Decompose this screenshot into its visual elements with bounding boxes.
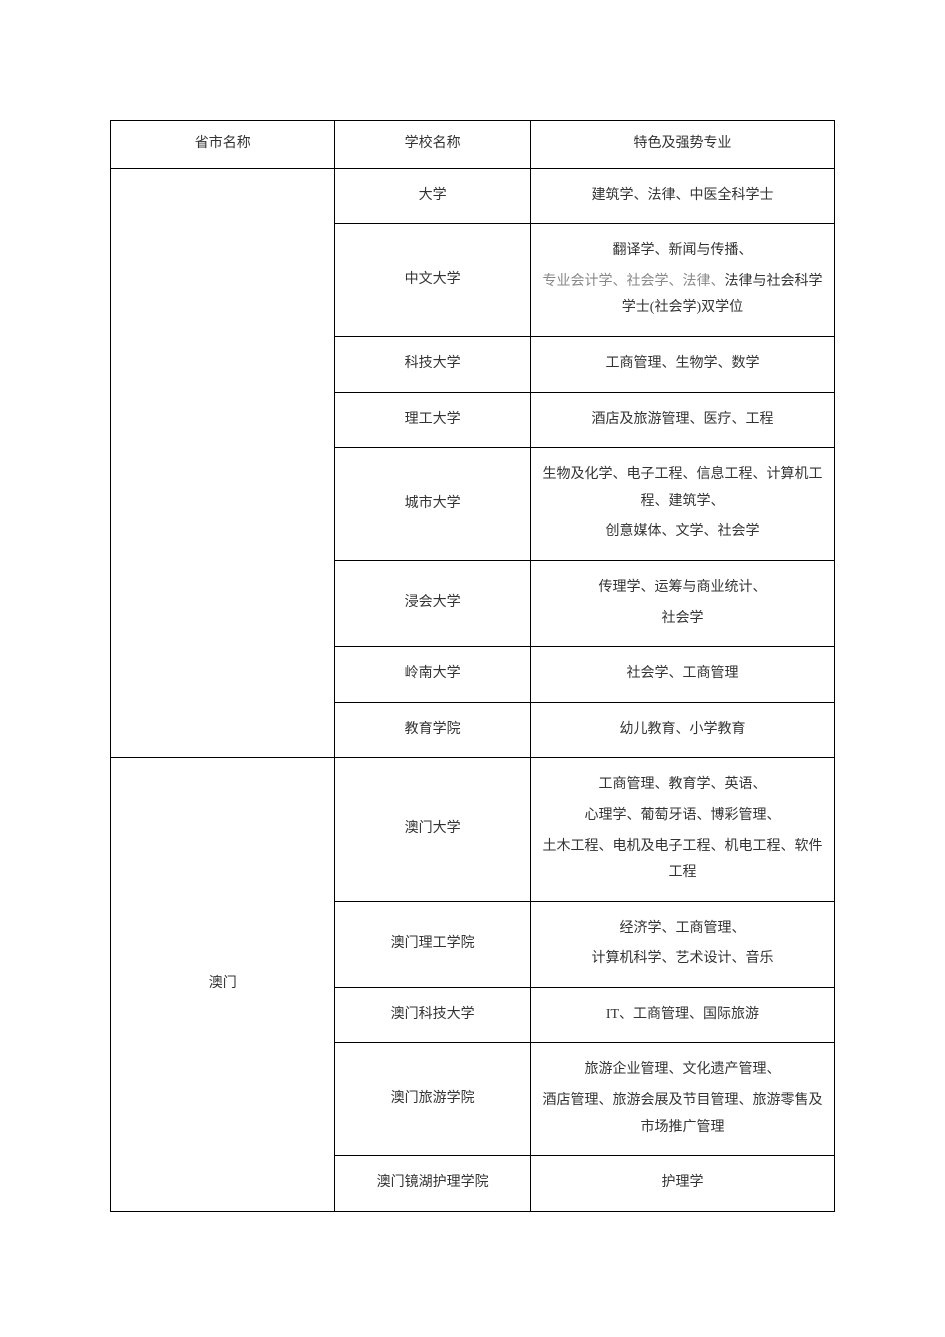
school-cell: 中文大学 <box>335 224 530 337</box>
majors-text: 社会学 <box>537 606 828 633</box>
majors-cell: 工商管理、教育学、英语、 心理学、葡萄牙语、博彩管理、 土木工程、电机及电子工程… <box>530 758 834 901</box>
table-header-row: 省市名称 学校名称 特色及强势专业 <box>111 121 835 169</box>
majors-muted-text: 专业会计学、社会学、法律、 <box>542 274 724 289</box>
universities-table: 省市名称 学校名称 特色及强势专业 大学 建筑学、法律、中医全科学士 中文大学 … <box>110 120 835 1212</box>
majors-text: 护理学 <box>537 1170 828 1197</box>
majors-cell: 经济学、工商管理、 计算机科学、艺术设计、音乐 <box>530 901 834 987</box>
majors-text: 心理学、葡萄牙语、博彩管理、 <box>537 803 828 830</box>
majors-text: 旅游企业管理、文化遗产管理、 <box>537 1057 828 1084</box>
school-cell: 澳门科技大学 <box>335 987 530 1043</box>
majors-text: 生物及化学、电子工程、信息工程、计算机工程、建筑学、 <box>537 462 828 515</box>
region-cell: 澳门 <box>111 758 335 1212</box>
majors-cell: 生物及化学、电子工程、信息工程、计算机工程、建筑学、 创意媒体、文学、社会学 <box>530 448 834 561</box>
school-cell: 理工大学 <box>335 392 530 448</box>
school-cell: 科技大学 <box>335 336 530 392</box>
majors-text: 翻译学、新闻与传播、 <box>537 238 828 265</box>
majors-cell: 翻译学、新闻与传播、 专业会计学、社会学、法律、法律与社会科学学士(社会学)双学… <box>530 224 834 337</box>
school-cell: 教育学院 <box>335 702 530 758</box>
majors-cell: 酒店及旅游管理、医疗、工程 <box>530 392 834 448</box>
region-cell <box>111 168 335 758</box>
school-cell: 城市大学 <box>335 448 530 561</box>
majors-text: IT、工商管理、国际旅游 <box>537 1002 828 1029</box>
majors-text: 土木工程、电机及电子工程、机电工程、软件工程 <box>537 834 828 887</box>
table-row: 澳门 澳门大学 工商管理、教育学、英语、 心理学、葡萄牙语、博彩管理、 土木工程… <box>111 758 835 901</box>
majors-text: 建筑学、法律、中医全科学士 <box>537 183 828 210</box>
majors-cell: 传理学、运筹与商业统计、 社会学 <box>530 560 834 646</box>
majors-text: 工商管理、生物学、数学 <box>537 351 828 378</box>
majors-cell: 建筑学、法律、中医全科学士 <box>530 168 834 224</box>
majors-text: 经济学、工商管理、 <box>537 916 828 943</box>
majors-text: 幼儿教育、小学教育 <box>537 717 828 744</box>
majors-text: 酒店及旅游管理、医疗、工程 <box>537 407 828 434</box>
majors-cell: IT、工商管理、国际旅游 <box>530 987 834 1043</box>
school-cell: 澳门大学 <box>335 758 530 901</box>
majors-text: 专业会计学、社会学、法律、法律与社会科学学士(社会学)双学位 <box>537 269 828 322</box>
header-school: 学校名称 <box>335 121 530 169</box>
majors-cell: 护理学 <box>530 1156 834 1212</box>
majors-cell: 旅游企业管理、文化遗产管理、 酒店管理、旅游会展及节目管理、旅游零售及市场推广管… <box>530 1043 834 1156</box>
majors-text: 酒店管理、旅游会展及节目管理、旅游零售及市场推广管理 <box>537 1088 828 1141</box>
school-cell: 浸会大学 <box>335 560 530 646</box>
table-row: 大学 建筑学、法律、中医全科学士 <box>111 168 835 224</box>
school-cell: 岭南大学 <box>335 647 530 703</box>
majors-text: 创意媒体、文学、社会学 <box>537 519 828 546</box>
school-cell: 澳门理工学院 <box>335 901 530 987</box>
majors-cell: 工商管理、生物学、数学 <box>530 336 834 392</box>
majors-text: 计算机科学、艺术设计、音乐 <box>537 946 828 973</box>
majors-text: 工商管理、教育学、英语、 <box>537 772 828 799</box>
school-cell: 澳门旅游学院 <box>335 1043 530 1156</box>
majors-cell: 幼儿教育、小学教育 <box>530 702 834 758</box>
school-cell: 大学 <box>335 168 530 224</box>
majors-text: 传理学、运筹与商业统计、 <box>537 575 828 602</box>
header-region: 省市名称 <box>111 121 335 169</box>
majors-text: 社会学、工商管理 <box>537 661 828 688</box>
header-majors: 特色及强势专业 <box>530 121 834 169</box>
school-cell: 澳门镜湖护理学院 <box>335 1156 530 1212</box>
majors-cell: 社会学、工商管理 <box>530 647 834 703</box>
